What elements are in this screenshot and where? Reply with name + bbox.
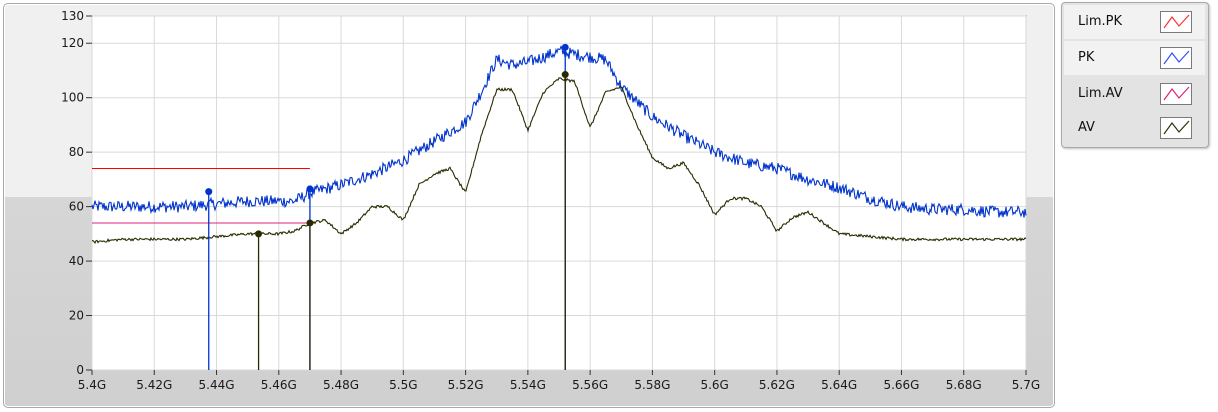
- series-av-line: [92, 77, 1027, 244]
- x-tick-label: 5.58G: [634, 378, 670, 392]
- marker-point[interactable]: [561, 71, 569, 79]
- x-tick-label: 5.46G: [261, 378, 297, 392]
- legend-item-av[interactable]: AV: [1064, 111, 1205, 145]
- legend-item-lim-av[interactable]: Lim.AV: [1064, 77, 1205, 111]
- x-tick-label: 5.62G: [759, 378, 795, 392]
- x-tick-label: 5.6G: [700, 378, 728, 392]
- legend-swatch-lim-pk[interactable]: [1160, 11, 1192, 33]
- series-pk-line: [91, 45, 1027, 218]
- legend-label: Lim.AV: [1078, 86, 1123, 101]
- marker-point[interactable]: [205, 188, 213, 196]
- y-tick-label: 120: [61, 36, 84, 50]
- x-tick-label: 5.7G: [1012, 378, 1040, 392]
- legend-swatch-av[interactable]: [1160, 117, 1192, 139]
- marker-point[interactable]: [306, 219, 314, 227]
- plot-legend[interactable]: Lim.PK PK Lim.AV AV: [1061, 2, 1209, 148]
- marker-point[interactable]: [306, 185, 314, 193]
- legend-label: AV: [1078, 120, 1095, 135]
- y-tick-label: 130: [61, 9, 84, 23]
- y-tick-label: 80: [69, 145, 84, 159]
- x-tick-label: 5.54G: [510, 378, 546, 392]
- y-tick-label: 0: [76, 363, 84, 377]
- legend-label: PK: [1078, 50, 1095, 65]
- axes: 5.4G 5.42G 5.44G 5.46G 5.48G 5.5G 5.52G 5.54G 5.…: [61, 9, 1040, 392]
- y-tick-label: 100: [61, 91, 84, 105]
- plot-area[interactable]: [91, 15, 1027, 371]
- legend-label: Lim.PK: [1078, 14, 1123, 29]
- x-tick-label: 5.66G: [883, 378, 919, 392]
- legend-swatch-lim-av[interactable]: [1160, 83, 1192, 105]
- legend-item-lim-pk[interactable]: Lim.PK: [1064, 5, 1205, 39]
- series-layer: [91, 45, 1027, 244]
- x-tick-label: 5.48G: [323, 378, 359, 392]
- x-tick-label: 5.4G: [78, 378, 106, 392]
- grid-lines: [91, 15, 1027, 371]
- y-tick-label: 60: [69, 200, 84, 214]
- marker-point[interactable]: [561, 43, 569, 51]
- marker-point[interactable]: [255, 230, 263, 238]
- x-tick-label: 5.42G: [136, 378, 172, 392]
- legend-swatch-pk[interactable]: [1160, 47, 1192, 69]
- x-tick-label: 5.64G: [821, 378, 857, 392]
- x-tick-label: 5.68G: [946, 378, 982, 392]
- marker-layer: [205, 43, 569, 370]
- x-tick-label: 5.52G: [448, 378, 484, 392]
- legend-item-pk[interactable]: PK: [1064, 41, 1205, 75]
- y-tick-label: 20: [69, 309, 84, 323]
- spectrum-chart[interactable]: 5.4G 5.42G 5.44G 5.46G 5.48G 5.5G 5.52G 5.54G 5.…: [0, 0, 1058, 412]
- y-tick-label: 40: [69, 254, 84, 268]
- x-tick-label: 5.44G: [199, 378, 235, 392]
- x-tick-label: 5.5G: [389, 378, 417, 392]
- x-tick-label: 5.56G: [572, 378, 608, 392]
